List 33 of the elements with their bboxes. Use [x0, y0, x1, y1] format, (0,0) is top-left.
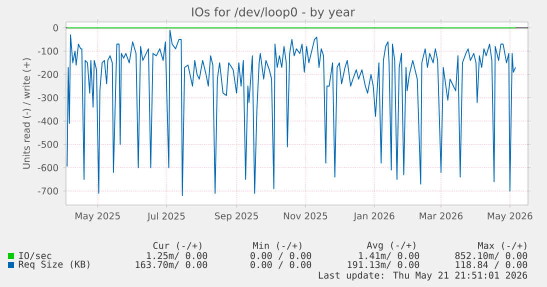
chart-title: IOs for /dev/loop0 - by year [192, 7, 356, 19]
y-tick-label: -600 [38, 164, 58, 172]
text: 1.41m/ 0.00 [359, 252, 420, 260]
text: 163.70m/ 0.00 [136, 261, 208, 269]
y-tick-label: -700 [38, 187, 58, 195]
text: Last update: Thu May 21 21:51:01 2026 [318, 271, 528, 281]
line-series [66, 30, 516, 196]
text: 852.10m/ 0.00 [455, 252, 528, 260]
x-tick-label: Sep 2025 [215, 212, 258, 222]
y-tick-label: 0 [53, 24, 58, 32]
text: Min (-/+) [253, 242, 302, 250]
y-tick-label: -400 [38, 118, 58, 125]
text: Cur (-/+) [153, 242, 202, 250]
text: Max (-/+) [478, 242, 526, 250]
y-tick-label: -500 [38, 140, 58, 148]
x-tick-label: Jul 2025 [147, 212, 185, 222]
text: 1.25m/ 0.00 [147, 252, 208, 260]
x-tick-label: May 2026 [488, 212, 532, 222]
legend-label: IO/sec [19, 252, 52, 260]
text: 0.00 / 0.00 [250, 252, 312, 260]
legend-label: Req Size (KB) [18, 260, 90, 270]
y-tick-label: -300 [38, 94, 58, 102]
y-axis-title: Units read (-) / write (+) [22, 58, 31, 169]
text: 191.13m/ 0.00 [348, 261, 420, 269]
text: 118.84 / 0.00 [456, 261, 528, 269]
text: 0.00 / 0.00 [250, 261, 312, 269]
y-tick-label: -100 [38, 48, 58, 55]
x-tick-label: Nov 2025 [284, 212, 328, 220]
x-tick-label: May 2025 [76, 212, 120, 222]
x-tick-label: Mar 2026 [420, 212, 463, 220]
x-tick-label: Jan 2026 [353, 212, 394, 222]
y-tick-label: -200 [38, 70, 58, 78]
text: Avg (-/+) [366, 241, 416, 251]
